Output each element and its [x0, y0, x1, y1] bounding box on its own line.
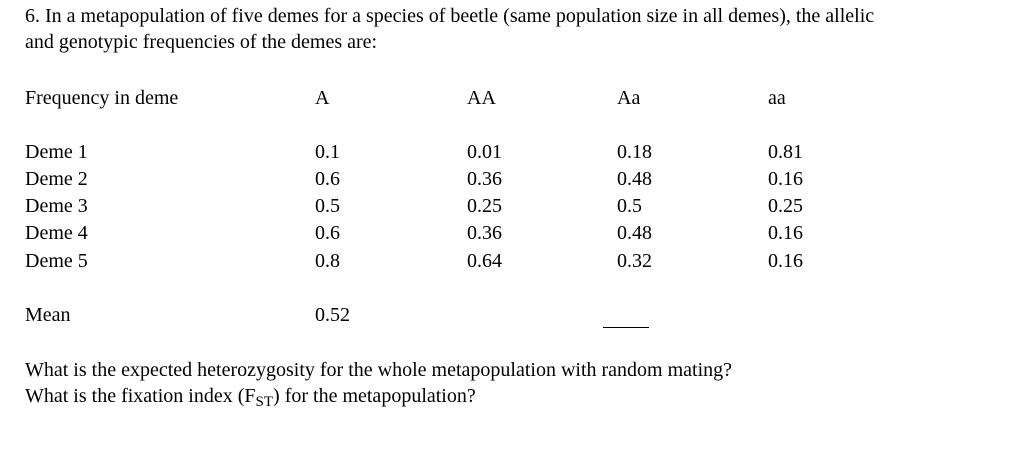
- table-cell: 0.32: [617, 250, 652, 272]
- fst-subscript: ST: [255, 394, 274, 410]
- header-aa: aa: [768, 87, 786, 109]
- table-cell: 0.16: [768, 222, 803, 244]
- row-label: Deme 4: [25, 222, 88, 244]
- mean-Aa-blank: [603, 327, 649, 328]
- table-cell: 0.48: [617, 222, 652, 244]
- table-cell: 0.5: [617, 195, 642, 217]
- header-frequency-in-deme: Frequency in deme: [25, 87, 179, 109]
- table-cell: 0.64: [467, 250, 502, 272]
- fst-prefix: What is the fixation index (F: [25, 385, 256, 407]
- header-Aa: Aa: [617, 87, 641, 109]
- header-AA: AA: [467, 87, 496, 109]
- table-cell: 0.16: [768, 250, 803, 272]
- table-cell: 0.18: [617, 141, 652, 163]
- table-cell: 0.25: [768, 195, 803, 217]
- table-cell: 0.25: [467, 195, 502, 217]
- row-label: Deme 2: [25, 168, 88, 190]
- fst-suffix: ) for the metapopulation?: [273, 385, 476, 407]
- row-label: Deme 1: [25, 141, 88, 163]
- table-cell: 0.1: [315, 141, 340, 163]
- table-cell: 0.81: [768, 141, 803, 163]
- row-label: Deme 3: [25, 195, 88, 217]
- mean-label: Mean: [25, 304, 71, 326]
- table-cell: 0.5: [315, 195, 340, 217]
- table-cell: 0.48: [617, 168, 652, 190]
- table-cell: 0.16: [768, 168, 803, 190]
- question-fst: What is the fixation index (FST) for the…: [25, 385, 476, 410]
- question-line-2: and genotypic frequencies of the demes a…: [25, 31, 378, 53]
- question-line-1: 6. In a metapopulation of five demes for…: [25, 5, 875, 27]
- table-cell: 0.36: [467, 168, 502, 190]
- mean-A-value: 0.52: [315, 304, 350, 326]
- table-cell: 0.36: [467, 222, 502, 244]
- table-cell: 0.6: [315, 168, 340, 190]
- table-cell: 0.8: [315, 250, 340, 272]
- row-label: Deme 5: [25, 250, 88, 272]
- question-heterozygosity: What is the expected heterozygosity for …: [25, 359, 733, 381]
- table-cell: 0.6: [315, 222, 340, 244]
- header-A: A: [315, 87, 330, 109]
- table-cell: 0.01: [467, 141, 502, 163]
